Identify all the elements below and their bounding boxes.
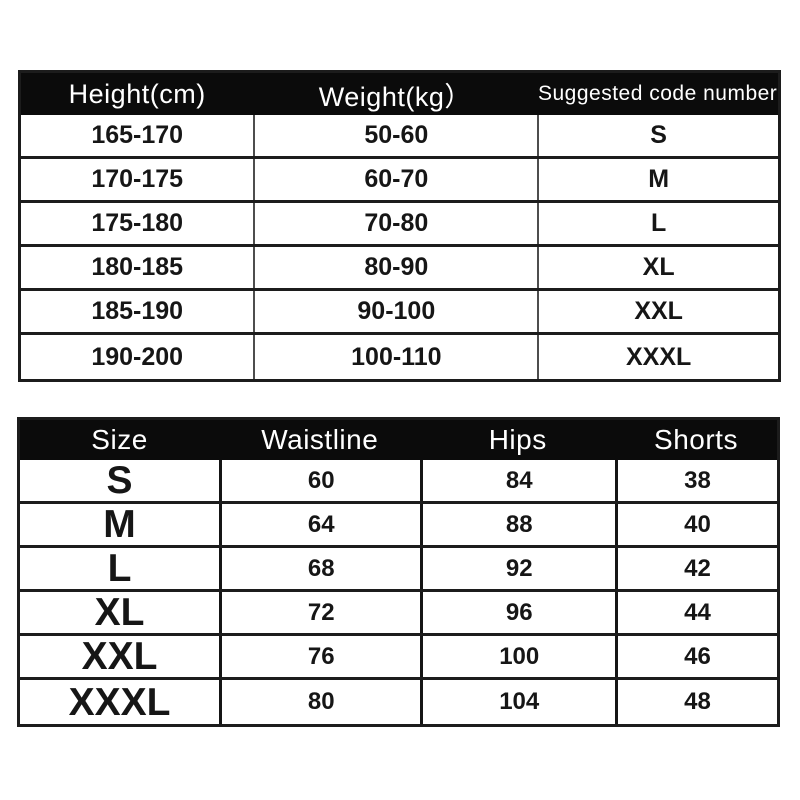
hips-cell: 100 bbox=[420, 636, 615, 677]
shorts-cell: 48 bbox=[614, 680, 777, 724]
weight-range-cell: 80-90 bbox=[253, 247, 537, 288]
height-range-cell: 170-175 bbox=[91, 165, 184, 193]
size-cell: L bbox=[107, 547, 132, 590]
header-hips: Hips bbox=[488, 424, 547, 455]
shorts-cell: 42 bbox=[614, 548, 777, 589]
shorts-cell: 44 bbox=[614, 592, 777, 633]
hips-cell: 104 bbox=[420, 680, 615, 724]
hips-cell: 92 bbox=[420, 548, 615, 589]
height-range-cell: 185-190 bbox=[91, 297, 184, 325]
measurements-table-header: Size Waistline Hips Shorts bbox=[20, 420, 777, 460]
size-cell: XXL bbox=[81, 635, 158, 678]
header-size: Size bbox=[91, 424, 148, 455]
size-code-cell: S bbox=[537, 115, 778, 156]
weight-range-cell: 50-60 bbox=[253, 115, 537, 156]
hips-cell: 88 bbox=[420, 504, 615, 545]
size-cell: XL bbox=[94, 591, 145, 634]
height-weight-size-table: Height(cm) Weight(kg） Suggested code num… bbox=[18, 70, 781, 382]
table-row: 190-200 100-110 XXXL bbox=[21, 335, 778, 379]
height-range-cell: 165-170 bbox=[91, 121, 184, 149]
weight-range-cell: 70-80 bbox=[253, 203, 537, 244]
table-row: 175-180 70-80 L bbox=[21, 203, 778, 247]
height-weight-table-header: Height(cm) Weight(kg） Suggested code num… bbox=[21, 73, 778, 115]
weight-range-cell: 100-110 bbox=[253, 335, 537, 379]
shorts-cell: 38 bbox=[614, 460, 777, 501]
size-cell: M bbox=[103, 503, 136, 546]
measurements-table-body: S 60 84 38 M 64 88 40 L 68 92 42 XL 72 9… bbox=[20, 460, 777, 724]
header-shorts: Shorts bbox=[654, 424, 738, 455]
table-row: XXL 76 100 46 bbox=[20, 636, 777, 680]
size-cell: S bbox=[106, 459, 133, 502]
table-row: S 60 84 38 bbox=[20, 460, 777, 504]
size-code-cell: M bbox=[537, 159, 778, 200]
table-row: 180-185 80-90 XL bbox=[21, 247, 778, 291]
height-range-cell: 190-200 bbox=[91, 342, 184, 371]
shorts-cell: 40 bbox=[614, 504, 777, 545]
table-row: 185-190 90-100 XXL bbox=[21, 291, 778, 335]
header-suggested-code: Suggested code number bbox=[537, 82, 778, 105]
table-row: 170-175 60-70 M bbox=[21, 159, 778, 203]
waistline-cell: 68 bbox=[219, 548, 420, 589]
size-cell: XXXL bbox=[68, 680, 171, 724]
table-row: XL 72 96 44 bbox=[20, 592, 777, 636]
height-range-cell: 175-180 bbox=[91, 209, 184, 237]
waistline-cell: 60 bbox=[219, 460, 420, 501]
waistline-cell: 80 bbox=[219, 680, 420, 724]
waistline-cell: 64 bbox=[219, 504, 420, 545]
table-row: M 64 88 40 bbox=[20, 504, 777, 548]
size-code-cell: XXXL bbox=[537, 335, 778, 379]
hips-cell: 96 bbox=[420, 592, 615, 633]
weight-range-cell: 90-100 bbox=[253, 291, 537, 332]
table-row: L 68 92 42 bbox=[20, 548, 777, 592]
height-weight-table-body: 165-170 50-60 S 170-175 60-70 M 175-180 … bbox=[21, 115, 778, 379]
measurements-table: Size Waistline Hips Shorts S 60 84 38 M … bbox=[17, 417, 780, 727]
header-waistline: Waistline bbox=[261, 424, 379, 455]
waistline-cell: 72 bbox=[219, 592, 420, 633]
height-range-cell: 180-185 bbox=[91, 253, 184, 281]
shorts-cell: 46 bbox=[614, 636, 777, 677]
size-code-cell: L bbox=[537, 203, 778, 244]
table-row: 165-170 50-60 S bbox=[21, 115, 778, 159]
size-code-cell: XXL bbox=[537, 291, 778, 332]
size-code-cell: XL bbox=[537, 247, 778, 288]
waistline-cell: 76 bbox=[219, 636, 420, 677]
hips-cell: 84 bbox=[420, 460, 615, 501]
table-row: XXXL 80 104 48 bbox=[20, 680, 777, 724]
header-weight: Weight(kg） bbox=[318, 81, 472, 112]
weight-range-cell: 60-70 bbox=[253, 159, 537, 200]
header-height: Height(cm) bbox=[68, 78, 206, 109]
